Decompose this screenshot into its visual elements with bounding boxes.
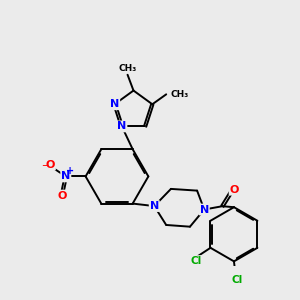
Text: Cl: Cl (191, 256, 202, 266)
Text: ⁻: ⁻ (41, 162, 48, 175)
Text: O: O (58, 190, 67, 201)
Text: CH₃: CH₃ (170, 90, 188, 99)
Text: N: N (110, 99, 119, 109)
Text: N: N (150, 201, 159, 211)
Text: CH₃: CH₃ (118, 64, 137, 73)
Text: N: N (200, 205, 209, 214)
Text: N: N (61, 171, 70, 182)
Text: O: O (46, 160, 55, 170)
Text: +: + (66, 167, 74, 176)
Text: N: N (117, 122, 127, 131)
Text: O: O (230, 185, 239, 195)
Text: Cl: Cl (232, 275, 243, 285)
